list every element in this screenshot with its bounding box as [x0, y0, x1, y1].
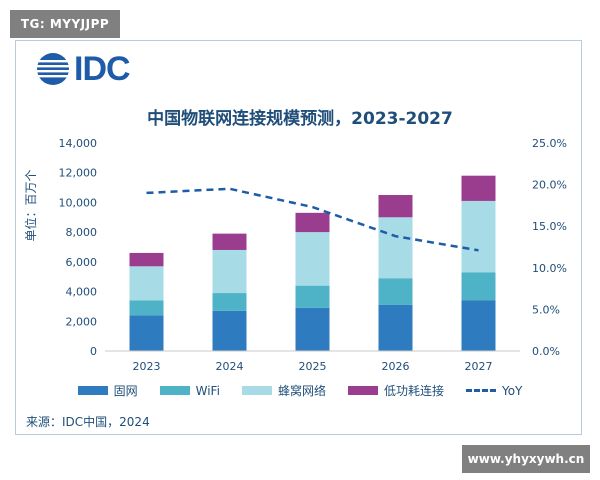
bar-2023-series-3 — [129, 252, 164, 267]
x-tick-label-2027: 2027 — [465, 360, 493, 373]
bar-2026-series-2 — [378, 217, 413, 279]
y-tick-label: 10,000 — [59, 196, 98, 209]
bar-2023-series-1 — [129, 300, 164, 316]
axes-group: 0 2,000 4,000 6,000 8,000 10,000 12,000 14,000 0… — [59, 137, 567, 373]
legend-item-lpwa: 低功耗连接 — [347, 382, 444, 399]
y2-tick-label: 20.0% — [532, 179, 567, 192]
y-tick-label: 8,000 — [66, 226, 98, 239]
y-tick-label: 6,000 — [66, 256, 98, 269]
legend-swatch-wifi — [159, 386, 190, 395]
yoy-line — [146, 187, 479, 252]
bar-2025-series-0 — [295, 307, 330, 351]
x-tick-label-2024: 2024 — [216, 360, 244, 373]
y2-tick-label: 5.0% — [532, 303, 560, 316]
legend: 固网 WiFi 蜂窝网络 低功耗连接 YoY — [0, 382, 600, 399]
bar-2025-series-3 — [295, 212, 330, 233]
y-tick-label: 14,000 — [59, 137, 98, 150]
bar-2027-series-1 — [461, 272, 496, 301]
watermark-top-left: TG: MYYJJPP — [10, 10, 120, 38]
y2-tick-label: 25.0% — [532, 137, 567, 150]
legend-label-yoy: YoY — [501, 383, 523, 398]
x-tick-label-2023: 2023 — [133, 360, 161, 373]
x-tick-label-2026: 2026 — [382, 360, 410, 373]
legend-label-fixed: 固网 — [113, 384, 138, 398]
bar-2025-series-1 — [295, 285, 330, 308]
bar-2026-series-1 — [378, 278, 413, 305]
chart-title: 中国物联网连接规模预测，2023-2027 — [147, 109, 453, 129]
legend-swatch-yoy — [465, 389, 496, 392]
y-tick-label: 2,000 — [66, 315, 98, 328]
legend-label-cellular: 蜂窝网络 — [277, 384, 326, 398]
bar-2027-series-0 — [461, 300, 496, 351]
bars-group — [129, 175, 496, 351]
bar-2023-series-2 — [129, 266, 164, 301]
bar-2026-series-3 — [378, 195, 413, 218]
bar-2027-series-3 — [461, 175, 496, 201]
bar-2026-series-0 — [378, 304, 413, 351]
y2-tick-label: 15.0% — [532, 220, 567, 233]
globe-icon — [37, 53, 69, 85]
legend-item-yoy: YoY — [465, 382, 523, 399]
bar-2027-series-2 — [461, 200, 496, 273]
y-tick-label: 4,000 — [66, 286, 98, 299]
legend-swatch-cellular — [241, 386, 272, 395]
y-tick-label: 12,000 — [59, 167, 98, 180]
y2-tick-label: 0.0% — [532, 345, 560, 358]
y2-tick-label: 10.0% — [532, 262, 567, 275]
bar-2024-series-1 — [212, 293, 247, 311]
bar-2024-series-3 — [212, 233, 247, 250]
legend-swatch-fixed — [77, 386, 108, 395]
legend-item-wifi: WiFi — [159, 382, 220, 399]
legend-swatch-lpwa — [347, 386, 378, 395]
legend-item-cellular: 蜂窝网络 — [241, 382, 326, 399]
legend-label-wifi: WiFi — [195, 383, 220, 398]
watermark-bottom-right: www.yhyxywh.cn — [462, 445, 590, 473]
logo-text: IDC — [74, 50, 131, 88]
x-tick-label-2025: 2025 — [299, 360, 327, 373]
bar-2024-series-2 — [212, 249, 247, 294]
idc-logo: IDC — [36, 50, 131, 88]
legend-label-lpwa: 低功耗连接 — [383, 384, 444, 398]
bar-2023-series-0 — [129, 315, 164, 351]
yoy-line-group — [146, 187, 479, 252]
bar-2025-series-2 — [295, 232, 330, 286]
y-tick-label: 0 — [90, 345, 97, 358]
legend-item-fixed: 固网 — [77, 382, 138, 399]
bar-2024-series-0 — [212, 310, 247, 351]
source-note: 来源：IDC中国，2024 — [26, 415, 150, 429]
